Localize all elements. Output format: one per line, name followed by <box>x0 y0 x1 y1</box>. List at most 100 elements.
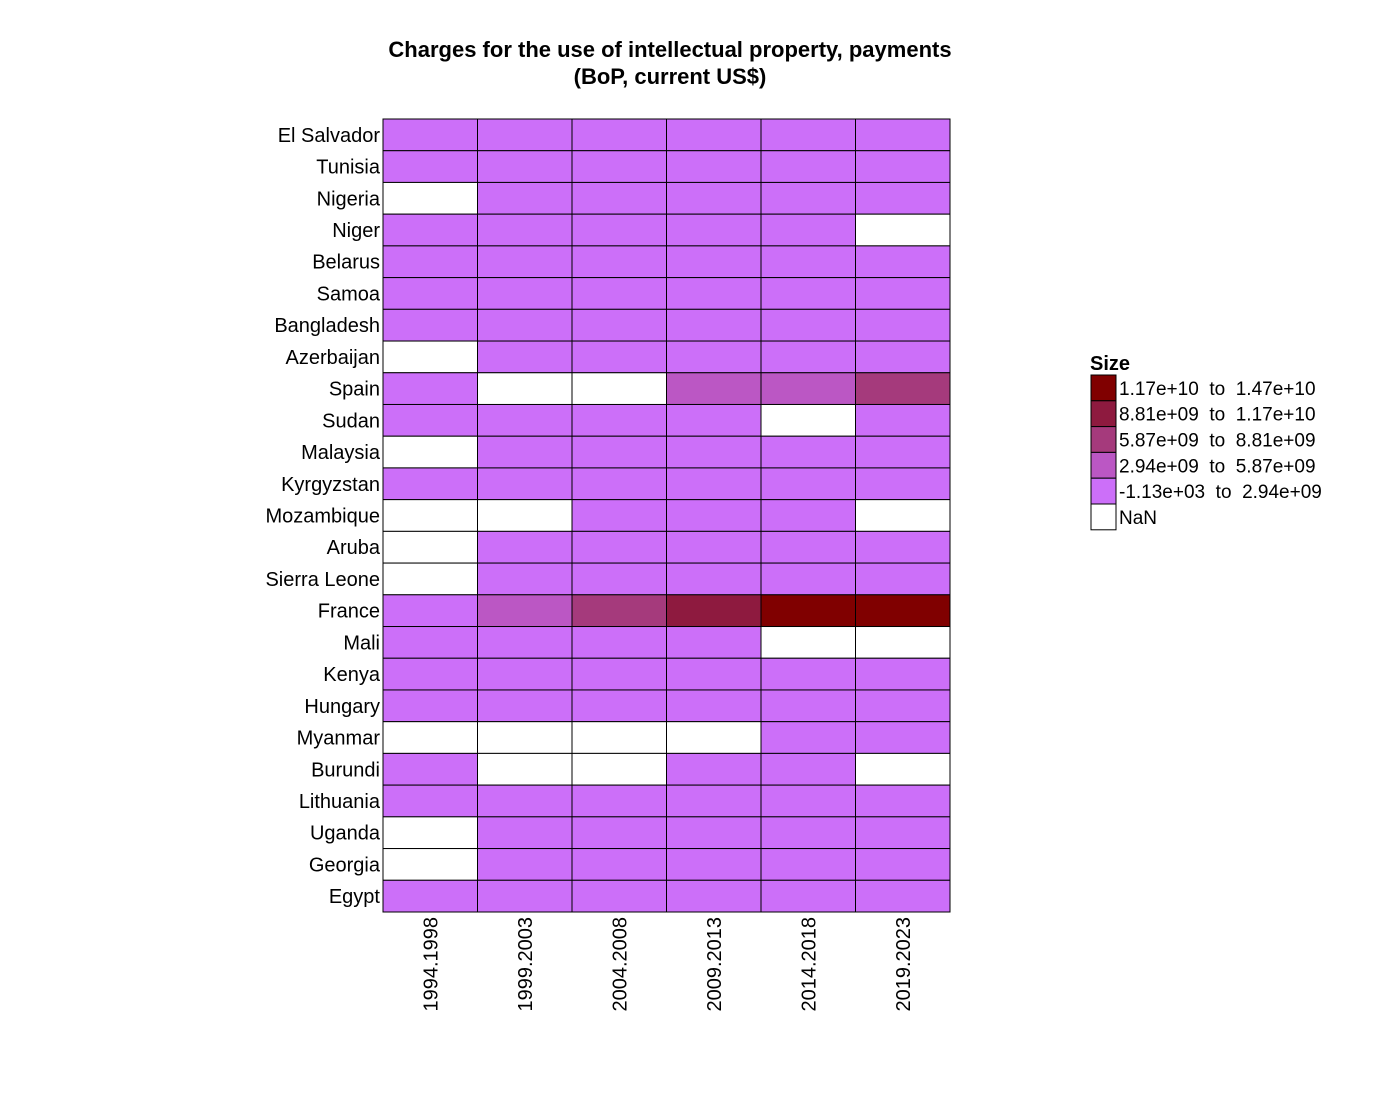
legend-label: 5.87e+09 to 8.81e+09 <box>1119 431 1316 452</box>
column-labels: 1994.1998 1999.2003 2004.2008 2009.2013 2014… <box>420 917 915 1012</box>
heatmap-cell <box>382 467 478 501</box>
heatmap-cell <box>477 879 573 913</box>
heatmap-cell <box>571 499 667 532</box>
legend-swatch <box>1090 374 1117 402</box>
heatmap-cell <box>477 403 573 437</box>
heatmap-cell <box>477 150 573 183</box>
heatmap-cell <box>382 752 478 786</box>
column-label: 1999.2003 <box>515 917 537 1012</box>
heatmap-cell <box>855 467 951 501</box>
legend-label: 1.17e+10 to 1.47e+10 <box>1119 379 1316 400</box>
heatmap-cell <box>571 150 667 183</box>
heatmap-cell <box>760 657 856 691</box>
heatmap-cell <box>382 530 478 564</box>
heatmap-cell <box>666 562 762 596</box>
legend-label: 8.81e+09 to 1.17e+10 <box>1119 405 1316 426</box>
heatmap-cell <box>382 118 478 152</box>
heatmap-cell <box>477 308 573 342</box>
heatmap-cell <box>760 689 856 723</box>
heatmap-cell <box>760 372 856 405</box>
legend-title: Size <box>1090 353 1130 375</box>
heatmap-cell <box>666 752 762 786</box>
row-label: Bangladesh <box>274 315 380 337</box>
heatmap-cell <box>477 372 573 405</box>
heatmap-cell <box>760 784 856 818</box>
heatmap-cell <box>382 277 478 310</box>
legend-label: 2.94e+09 to 5.87e+09 <box>1119 456 1316 477</box>
heatmap-cell <box>477 752 573 786</box>
column-label: 2004.2008 <box>609 917 631 1012</box>
chart-title-line-2: (BoP, current US$) <box>574 64 767 89</box>
heatmap-cell <box>855 594 951 628</box>
legend-swatch <box>1090 477 1117 505</box>
heatmap-cell <box>477 181 573 215</box>
heatmap-cell <box>855 752 951 786</box>
heatmap-cell <box>382 816 478 850</box>
row-label: Belarus <box>312 252 380 274</box>
heatmap-cell <box>855 499 951 532</box>
heatmap-cell <box>382 689 478 723</box>
heatmap-cell <box>382 657 478 691</box>
heatmap-cell <box>855 879 951 913</box>
heatmap-cell <box>855 181 951 215</box>
heatmap-cell <box>855 118 951 152</box>
row-label: Nigeria <box>317 188 381 210</box>
heatmap-cell <box>855 308 951 342</box>
heatmap-cell <box>855 340 951 374</box>
heatmap-cell <box>760 245 856 279</box>
column-label: 2009.2013 <box>704 917 726 1012</box>
heatmap-cell <box>382 594 478 628</box>
heatmap-cell <box>666 435 762 469</box>
heatmap-cell <box>855 530 951 564</box>
heatmap-cell <box>571 372 667 405</box>
legend: Size 1.17e+10 to 1.47e+10 8.81e+09 to 1.1… <box>1090 353 1322 531</box>
heatmap-cell <box>382 848 478 881</box>
heatmap-cell <box>760 752 856 786</box>
heatmap-cell <box>855 150 951 183</box>
heatmap-cell <box>760 277 856 310</box>
heatmap-cell <box>666 403 762 437</box>
heatmap-cell <box>571 213 667 247</box>
heatmap-cell <box>477 721 573 754</box>
heatmap-cell <box>666 626 762 659</box>
heatmap-cell <box>382 150 478 183</box>
row-label: Burundi <box>311 759 380 781</box>
heatmap-cell <box>477 340 573 374</box>
heatmap-cell <box>666 784 762 818</box>
row-label: Kyrgyzstan <box>281 474 380 496</box>
heatmap-cell <box>477 626 573 659</box>
heatmap-cell <box>666 213 762 247</box>
heatmap-cell <box>571 657 667 691</box>
heatmap-cell <box>855 784 951 818</box>
column-label: 2014.2018 <box>798 917 820 1012</box>
heatmap-cell <box>760 879 856 913</box>
heatmap-cell <box>760 213 856 247</box>
heatmap-cell <box>666 372 762 405</box>
heatmap-cell <box>760 467 856 501</box>
heatmap-cell <box>666 816 762 850</box>
heatmap-cell <box>666 150 762 183</box>
row-label: Spain <box>329 379 380 401</box>
row-labels: El Salvador Tunisia Nigeria Niger Belarus Sam… <box>265 125 380 908</box>
row-label: Kenya <box>323 664 381 686</box>
heatmap-cell <box>571 594 667 628</box>
row-label: Sudan <box>322 410 380 432</box>
heatmap-cell <box>666 721 762 754</box>
heatmap-cell <box>382 626 478 659</box>
heatmap-cell <box>760 562 856 596</box>
heatmap-cell <box>855 657 951 691</box>
heatmap-cell <box>571 245 667 279</box>
heatmap-cell <box>477 816 573 850</box>
heatmap-cell <box>571 403 667 437</box>
heatmap-cell <box>666 181 762 215</box>
heatmap-cell <box>855 562 951 596</box>
heatmap-cell <box>855 213 951 247</box>
heatmap-cell <box>855 245 951 279</box>
heatmap-cell <box>666 530 762 564</box>
row-label: Tunisia <box>316 157 381 179</box>
chart-title-line-1: Charges for the use of intellectual prop… <box>388 37 951 62</box>
heatmap-cell <box>666 245 762 279</box>
heatmap-cell <box>571 562 667 596</box>
heatmap-cell <box>571 848 667 881</box>
heatmap-cell <box>477 467 573 501</box>
